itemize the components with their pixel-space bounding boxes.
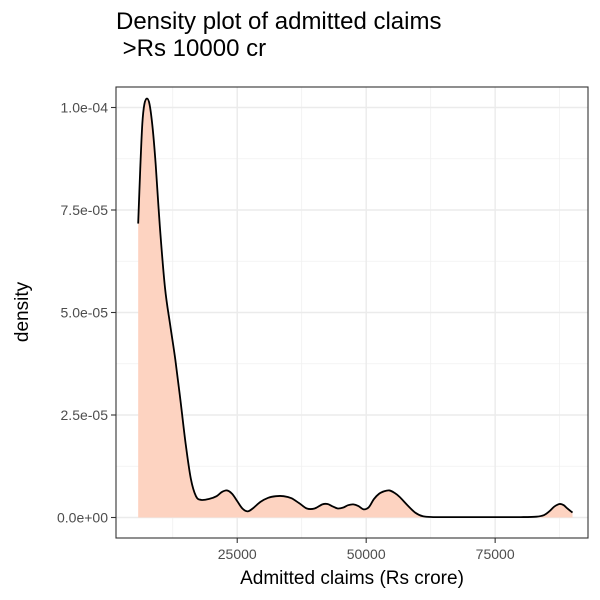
y-axis: 0.0e+00 2.5e-05 5.0e-05 7.5e-05 1.0e-04 (57, 100, 116, 526)
x-tick-label: 50000 (347, 546, 386, 562)
x-axis: 25000 50000 75000 (218, 538, 515, 562)
y-tick-label: 2.5e-05 (61, 407, 109, 423)
x-tick-label: 25000 (218, 546, 257, 562)
y-tick-label: 1.0e-04 (61, 100, 109, 116)
y-axis-title: density (12, 281, 33, 342)
y-tick-label: 0.0e+00 (57, 510, 108, 526)
x-axis-title: Admitted claims (Rs crore) (240, 568, 464, 589)
y-tick-label: 7.5e-05 (61, 202, 109, 218)
y-tick-label: 5.0e-05 (61, 305, 109, 321)
x-tick-label: 75000 (476, 546, 515, 562)
